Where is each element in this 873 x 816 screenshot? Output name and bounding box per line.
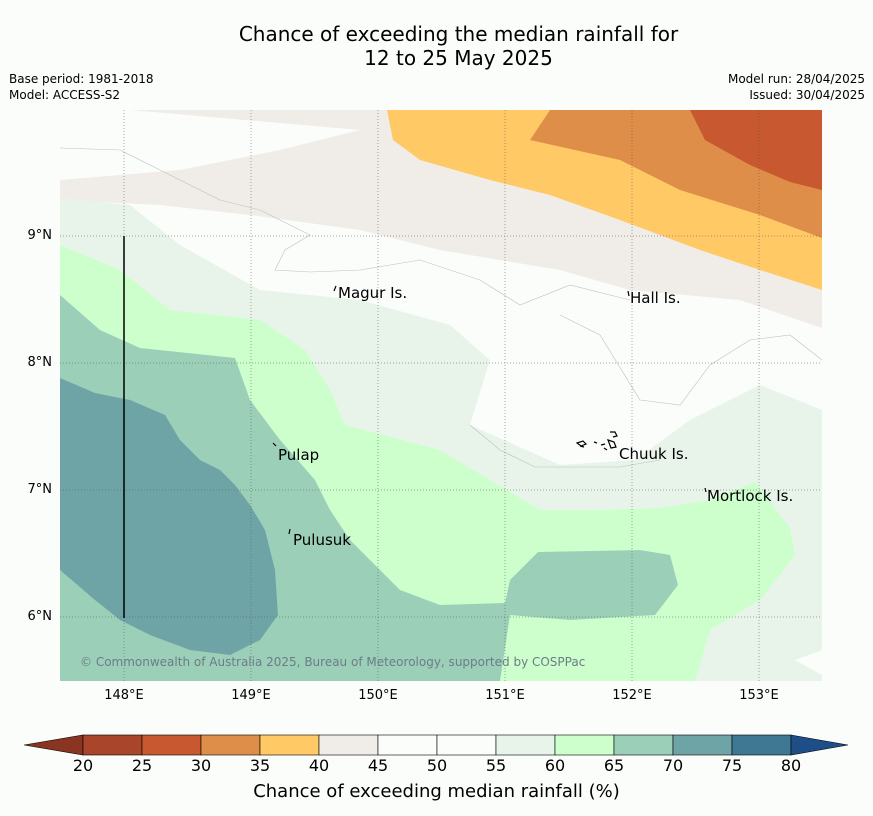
colorbar xyxy=(23,733,850,761)
colorbar-segment xyxy=(495,734,556,756)
colorbar-segment xyxy=(377,734,438,756)
colorbar-tick-label: 25 xyxy=(131,756,153,775)
magur-mark xyxy=(333,285,337,292)
colorbar-tick-label: 45 xyxy=(367,756,389,775)
contour-70-75 xyxy=(60,378,278,655)
forecast-map[interactable] xyxy=(60,110,822,681)
title-line-2: 12 to 25 May 2025 xyxy=(364,46,553,70)
contour-lines xyxy=(60,147,822,468)
lat-label-7n: 7°N xyxy=(27,482,53,497)
colorbar-segment xyxy=(731,734,792,756)
lon-label-152e: 152°E xyxy=(612,688,652,703)
colorbar-tick-label: 50 xyxy=(426,756,448,775)
title-line-1: Chance of exceeding the median rainfall … xyxy=(238,22,679,46)
colorbar-segment xyxy=(82,734,143,756)
colorbar-svg xyxy=(23,734,849,756)
contour-25-30 xyxy=(690,110,822,190)
colorbar-segment xyxy=(672,734,733,756)
lon-label-148e: 148°E xyxy=(104,688,144,703)
lon-label-153e: 153°E xyxy=(739,688,779,703)
place-label-mortlock: Mortlock Is. xyxy=(707,487,794,505)
base-period-text: Base period: 1981-2018 xyxy=(9,72,154,86)
place-label-magur: Magur Is. xyxy=(338,284,408,302)
colorbar-tick-label: 40 xyxy=(308,756,330,775)
colorbar-tick-label: 75 xyxy=(721,756,743,775)
map-title: Chance of exceeding the median rainfall … xyxy=(0,22,873,70)
mortlock-mark xyxy=(704,487,707,493)
lon-label-149e: 149°E xyxy=(231,688,271,703)
model-run-text: Model run: 28/04/2025 xyxy=(727,72,865,86)
colorbar-segment xyxy=(436,734,497,756)
island-marks xyxy=(272,285,707,535)
copyright-text: © Commonwealth of Australia 2025, Bureau… xyxy=(80,655,586,669)
map-canvas xyxy=(60,110,822,681)
pulusuk-mark xyxy=(288,528,291,535)
colorbar-segment xyxy=(259,734,320,756)
colorbar-segment xyxy=(200,734,261,756)
colorbar-tick-label: 80 xyxy=(780,756,802,775)
lon-label-151e: 151°E xyxy=(485,688,525,703)
colorbar-segment xyxy=(318,734,379,756)
lon-label-150e: 150°E xyxy=(358,688,398,703)
colorbar-tick-label: 65 xyxy=(603,756,625,775)
pulap-mark xyxy=(272,442,277,447)
lat-label-6n: 6°N xyxy=(27,609,53,624)
colorbar-segment xyxy=(613,734,674,756)
place-label-hall: Hall Is. xyxy=(630,289,681,307)
place-label-pulap: Pulap xyxy=(278,446,320,464)
meta-right: Model run: 28/04/2025 Issued: 30/04/2025 xyxy=(728,71,865,103)
colorbar-label: Chance of exceeding median rainfall (%) xyxy=(253,781,620,802)
colorbar-tick-label: 20 xyxy=(72,756,94,775)
lat-label-8n: 8°N xyxy=(27,355,53,370)
colorbar-under-arrow xyxy=(23,734,84,756)
meta-left: Base period: 1981-2018 Model: ACCESS-S2 xyxy=(9,71,154,103)
place-label-pulusuk: Pulusuk xyxy=(293,531,351,549)
issued-text: Issued: 30/04/2025 xyxy=(749,88,865,102)
place-label-chuuk: Chuuk Is. xyxy=(619,445,689,463)
colorbar-over-arrow xyxy=(790,734,849,756)
colorbar-tick-label: 70 xyxy=(662,756,684,775)
colorbar-tick-label: 60 xyxy=(544,756,566,775)
colorbar-tick-label: 30 xyxy=(190,756,212,775)
colorbar-segment xyxy=(554,734,615,756)
lat-label-9n: 9°N xyxy=(27,228,53,243)
contour-45-50-corner xyxy=(795,650,822,675)
colorbar-segment xyxy=(141,734,202,756)
colorbar-tick-label: 35 xyxy=(249,756,271,775)
model-text: Model: ACCESS-S2 xyxy=(9,88,121,102)
chuuk-islands-mark xyxy=(575,431,618,451)
colorbar-tick-label: 55 xyxy=(485,756,507,775)
hall-mark xyxy=(627,290,630,297)
